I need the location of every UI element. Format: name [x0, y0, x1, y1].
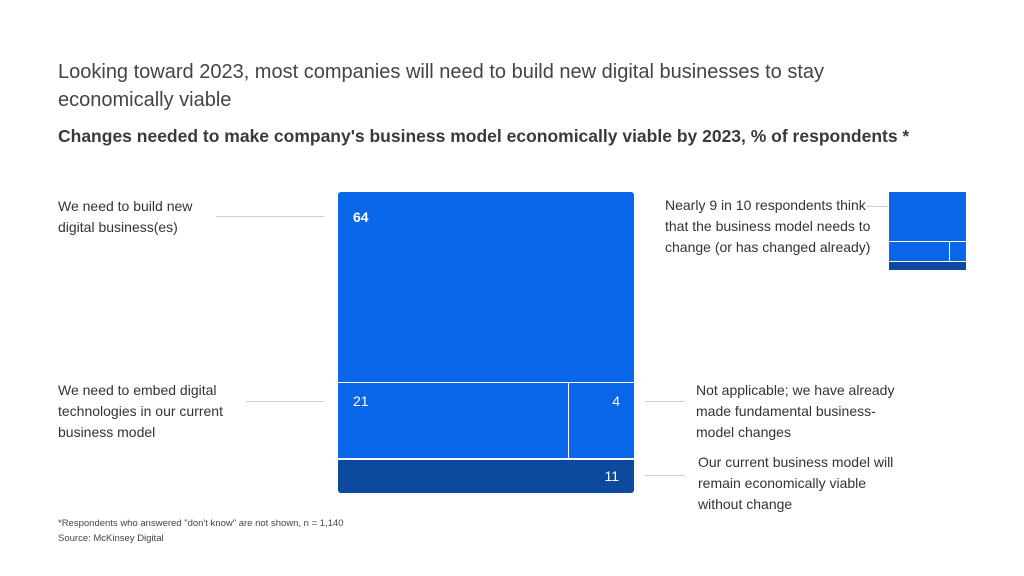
callout-leader-line	[866, 206, 888, 207]
tile-embed-digital: 21	[338, 383, 568, 458]
leader-line-not-applicable	[645, 401, 685, 402]
mini-tile-embed-digital	[889, 242, 949, 261]
callout-text: Nearly 9 in 10 respondents think that th…	[665, 197, 871, 255]
leader-line-no-change	[645, 475, 685, 476]
label-no-change: Our current business model will remain e…	[698, 454, 894, 512]
mini-tile-build-new	[889, 192, 966, 241]
label-build-new: We need to build new digital business(es…	[58, 198, 193, 235]
tile-not-applicable: 4	[569, 383, 634, 458]
source-note: Source: McKinsey Digital	[58, 533, 164, 544]
label-embed-digital: We need to embed digital technologies in…	[58, 382, 223, 440]
mini-tile-not-applicable	[950, 242, 966, 261]
value-label-64: 64	[353, 209, 369, 225]
tile-build-new: 64	[338, 192, 634, 382]
tile-no-change: 11	[338, 460, 634, 493]
leader-line-embed-digital	[246, 401, 324, 402]
leader-line-build-new	[216, 216, 324, 217]
chart-subtitle: Changes needed to make company's busines…	[58, 126, 910, 146]
mini-tile-no-change	[889, 262, 966, 270]
footnote: *Respondents who answered "don't know" a…	[58, 518, 344, 529]
value-label-11: 11	[604, 468, 619, 484]
value-label-21: 21	[353, 393, 369, 409]
chart-title: Looking toward 2023, most companies will…	[58, 61, 824, 111]
label-not-applicable: Not applicable; we have already made fun…	[696, 382, 895, 440]
value-label-4: 4	[612, 393, 620, 409]
